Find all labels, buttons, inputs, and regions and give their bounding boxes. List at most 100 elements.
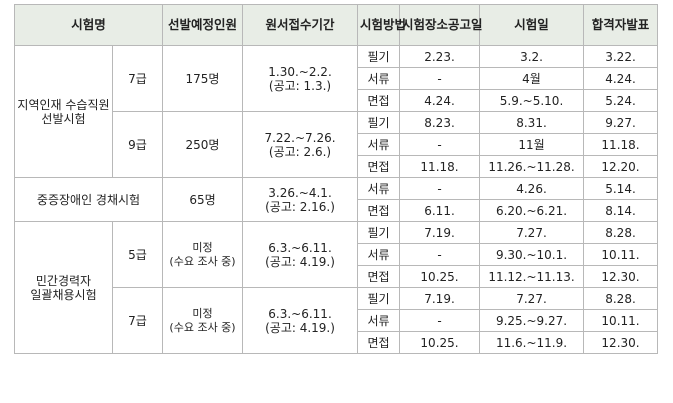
cell-text: 원서접수기간 xyxy=(265,17,335,32)
cell-text: 1.30.~2.2. xyxy=(268,64,332,79)
cell-text: 7.27. xyxy=(516,225,547,240)
cell-text: 4월 xyxy=(522,71,541,86)
result-date-cell: 12.20. xyxy=(583,155,659,178)
method-cell: 필기 xyxy=(357,45,401,68)
period-cell: 6.3.~6.11. (공고: 4.19.) xyxy=(242,221,359,288)
cell-text: - xyxy=(437,71,442,86)
cell-text: 8.31. xyxy=(516,115,547,130)
method-cell: 면접 xyxy=(357,89,401,112)
cell-text: 8.14. xyxy=(605,203,636,218)
grade-cell: 7급 xyxy=(111,287,164,354)
venue-date-cell: 2.23. xyxy=(399,45,481,68)
header-cell: 시험일 xyxy=(479,4,585,46)
result-date-cell: 12.30. xyxy=(583,331,659,354)
method-cell: 서류 xyxy=(357,67,401,90)
cell-text: (수요 조사 중) xyxy=(169,320,236,334)
cell-text: 선발예정인원 xyxy=(168,17,238,32)
cell-text: 서류 xyxy=(367,137,390,152)
cell-text: 5급 xyxy=(128,247,147,262)
cell-text: 미정 xyxy=(192,240,213,254)
cell-text: 필기 xyxy=(367,291,390,306)
cell-text: 면접 xyxy=(367,203,390,218)
method-cell: 필기 xyxy=(357,287,401,310)
method-cell: 면접 xyxy=(357,331,401,354)
cell-text: 시험방법 xyxy=(360,17,407,32)
table-row: 중증장애인 경채시험 65명 3.26.~4.1. (공고: 2.16.) 서류 - 4.2… xyxy=(13,177,659,222)
cell-text: - xyxy=(437,247,442,262)
cell-text: 시험일 xyxy=(514,17,549,32)
cell-text: 11월 xyxy=(518,137,545,152)
cell-text: 11.26.~11.28. xyxy=(488,159,575,174)
cell-text: 7.27. xyxy=(516,291,547,306)
venue-date-cell: 10.25. xyxy=(399,265,481,288)
cell-text: 4.24. xyxy=(424,93,455,108)
result-date-cell: 4.24. xyxy=(583,67,659,90)
cell-text: - xyxy=(437,137,442,152)
table-row: 면접 10.25. 11.6.~11.9. 12.30. xyxy=(15,331,659,354)
venue-date-cell: 7.19. xyxy=(399,221,481,244)
result-date-cell: 3.22. xyxy=(583,45,659,68)
cell-text: 미정 xyxy=(192,306,213,320)
cell-text: 6.11. xyxy=(424,203,455,218)
cell-text: 4.26. xyxy=(516,181,547,196)
cell-text: 9.25.~9.27. xyxy=(495,313,568,328)
method-cell: 서류 xyxy=(357,309,401,332)
cell-text: 7.19. xyxy=(424,225,455,240)
venue-date-cell: 10.25. xyxy=(399,331,481,354)
cell-text: 65명 xyxy=(189,192,216,207)
cell-text: 5.24. xyxy=(605,93,636,108)
cell-text: 합격자발표 xyxy=(591,17,650,32)
cell-text: 3.2. xyxy=(520,49,543,64)
cell-text: 6.3.~6.11. xyxy=(268,306,332,321)
exam-date-cell: 7.27. xyxy=(479,221,585,244)
exam-date-cell: 5.9.~5.10. xyxy=(479,89,585,112)
cell-text: 7.19. xyxy=(424,291,455,306)
cell-text: 10.11. xyxy=(601,247,640,262)
table-row: 7급 미정 (수요 조사 중) 6.3.~6.11. (공고: 4.19.) 필기 7.19… xyxy=(15,287,659,354)
venue-date-cell: - xyxy=(399,177,481,200)
cell-text: 면접 xyxy=(367,335,390,350)
cell-text: 7급 xyxy=(128,71,147,86)
cell-text: 서류 xyxy=(367,313,390,328)
count-cell: 미정 (수요 조사 중) xyxy=(162,287,244,354)
cell-text: 중증장애인 경채시험 xyxy=(36,192,141,207)
cell-text: 필기 xyxy=(367,49,390,64)
result-date-cell: 5.24. xyxy=(583,89,659,112)
cell-text: 3.22. xyxy=(605,49,636,64)
count-cell: 65명 xyxy=(162,177,244,222)
cell-text: 서류 xyxy=(367,247,390,262)
result-date-cell: 11.18. xyxy=(583,133,659,156)
method-cell: 면접 xyxy=(357,199,401,222)
cell-text: 필기 xyxy=(367,115,390,130)
method-cell: 면접 xyxy=(357,155,401,178)
cell-text: 175명 xyxy=(185,71,220,86)
cell-text: 10.25. xyxy=(420,335,459,350)
result-date-cell: 8.14. xyxy=(583,199,659,222)
venue-date-cell: 4.24. xyxy=(399,89,481,112)
cell-text: 11.6.~11.9. xyxy=(495,335,568,350)
cell-text: 8.28. xyxy=(605,291,636,306)
exam-date-cell: 9.25.~9.27. xyxy=(479,309,585,332)
count-cell: 250명 xyxy=(162,111,244,178)
cell-text: - xyxy=(437,313,442,328)
method-cell: 필기 xyxy=(357,221,401,244)
exam-date-cell: 11.6.~11.9. xyxy=(479,331,585,354)
grade-cell: 9급 xyxy=(111,111,164,178)
table-row: 9급 250명 7.22.~7.26. (공고: 2.6.) 필기 8.23. 8.31. 9… xyxy=(15,111,659,178)
exam-date-cell: 7.27. xyxy=(479,287,585,310)
cell-text: 6.3.~6.11. xyxy=(268,240,332,255)
cell-text: 11.18. xyxy=(420,159,459,174)
cell-text: 9급 xyxy=(128,137,147,152)
result-date-cell: 8.28. xyxy=(583,221,659,244)
result-date-cell: 8.28. xyxy=(583,287,659,310)
header-cell: 합격자발표 xyxy=(583,4,659,46)
cell-text: (공고: 4.19.) xyxy=(265,254,335,269)
result-date-cell: 5.14. xyxy=(583,177,659,200)
cell-text: 서류 xyxy=(367,181,390,196)
cell-text: 지역인재 수습직원 선발시험 xyxy=(17,97,110,126)
result-date-cell: 10.11. xyxy=(583,309,659,332)
table-row: 면접 6.11. 6.20.~6.21. 8.14. xyxy=(15,199,659,222)
exam-name-cell: 민간경력자 일괄채용시험 xyxy=(14,221,113,354)
venue-date-cell: - xyxy=(399,133,481,156)
cell-text: 6.20.~6.21. xyxy=(495,203,568,218)
